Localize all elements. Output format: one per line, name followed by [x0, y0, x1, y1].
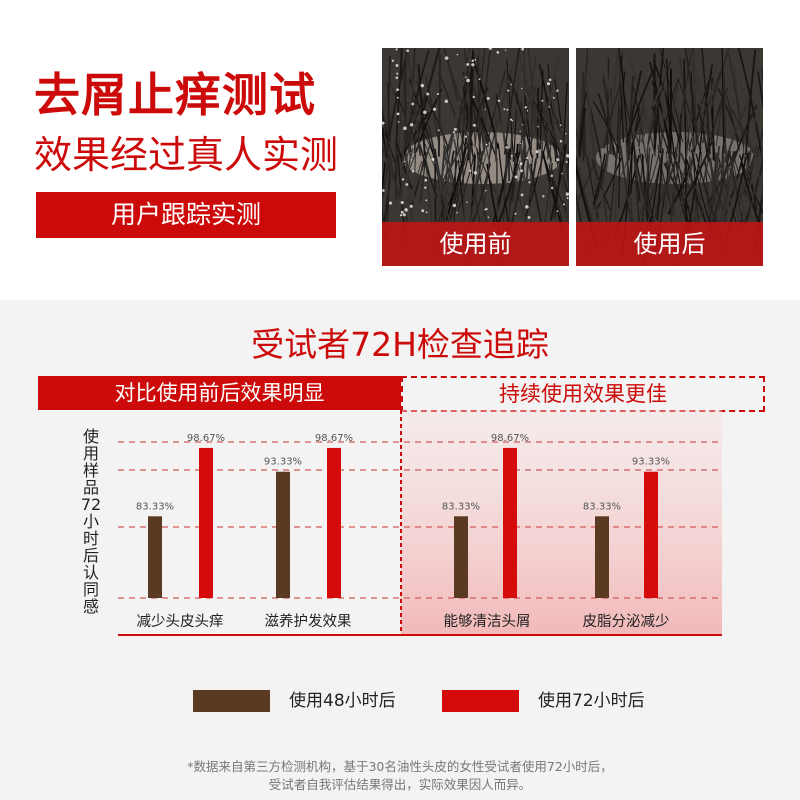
bar-72h-1: [327, 447, 341, 598]
legend-swatch-48h: [193, 690, 270, 712]
bar-chart: 83.33% 93.33% 83.33% 83.33% 98.67% 98.67% 98.6…: [118, 410, 722, 636]
bar-48h-3: [595, 516, 609, 598]
bar-48h-0: [148, 516, 162, 598]
bar-72h-2: [503, 447, 517, 598]
footnote-line-2: 受试者自我评估结果得出，实际效果因人而异。: [268, 777, 532, 792]
before-photo: 使用前: [382, 48, 569, 266]
bar-48h-2: [454, 516, 468, 598]
legend-label-48h: 使用48小时后: [289, 691, 396, 711]
tag-label: 用户跟踪实测: [36, 192, 336, 238]
category-label: 能够清洁头屑: [444, 613, 531, 630]
top-section: 去屑止痒测试 效果经过真人实测 用户跟踪实测 使用前 使用后: [0, 0, 800, 300]
bar-72h-3: [644, 471, 658, 598]
category-label: 减少头皮头痒: [137, 613, 224, 630]
bar-value-label: 83.33%: [442, 501, 480, 512]
left-band-label: 对比使用前后效果明显: [38, 376, 401, 410]
legend-swatch-72h: [442, 690, 519, 712]
bar-value-label: 98.67%: [315, 433, 353, 444]
category-label: 皮脂分泌减少: [583, 613, 670, 630]
section-title: 受试者72H检查追踪: [251, 325, 549, 364]
bar-value-label: 98.67%: [491, 433, 529, 444]
bar-72h-0: [199, 447, 213, 598]
highlight-region: [401, 410, 722, 635]
before-caption: 使用前: [382, 222, 569, 266]
legend-label-72h: 使用72小时后: [538, 691, 645, 711]
y-axis-label: 使用样品72小时后认同感: [80, 427, 102, 616]
after-caption: 使用后: [576, 222, 763, 266]
right-band-label: 持续使用效果更佳: [401, 376, 765, 412]
footnote-line-1: *数据来自第三方检测机构，基于30名油性头皮的女性受试者使用72小时后，: [187, 759, 613, 774]
bar-value-label: 83.33%: [136, 501, 174, 512]
bar-value-label: 98.67%: [187, 433, 225, 444]
bar-value-label: 93.33%: [264, 457, 302, 468]
bar-48h-1: [276, 471, 290, 598]
bar-value-label: 83.33%: [583, 501, 621, 512]
subtitle: 效果经过真人实测: [34, 133, 339, 177]
after-photo: 使用后: [576, 48, 763, 266]
category-label: 滋养护发效果: [265, 613, 352, 630]
bar-value-label: 93.33%: [632, 457, 670, 468]
main-title: 去屑止痒测试: [34, 68, 316, 122]
